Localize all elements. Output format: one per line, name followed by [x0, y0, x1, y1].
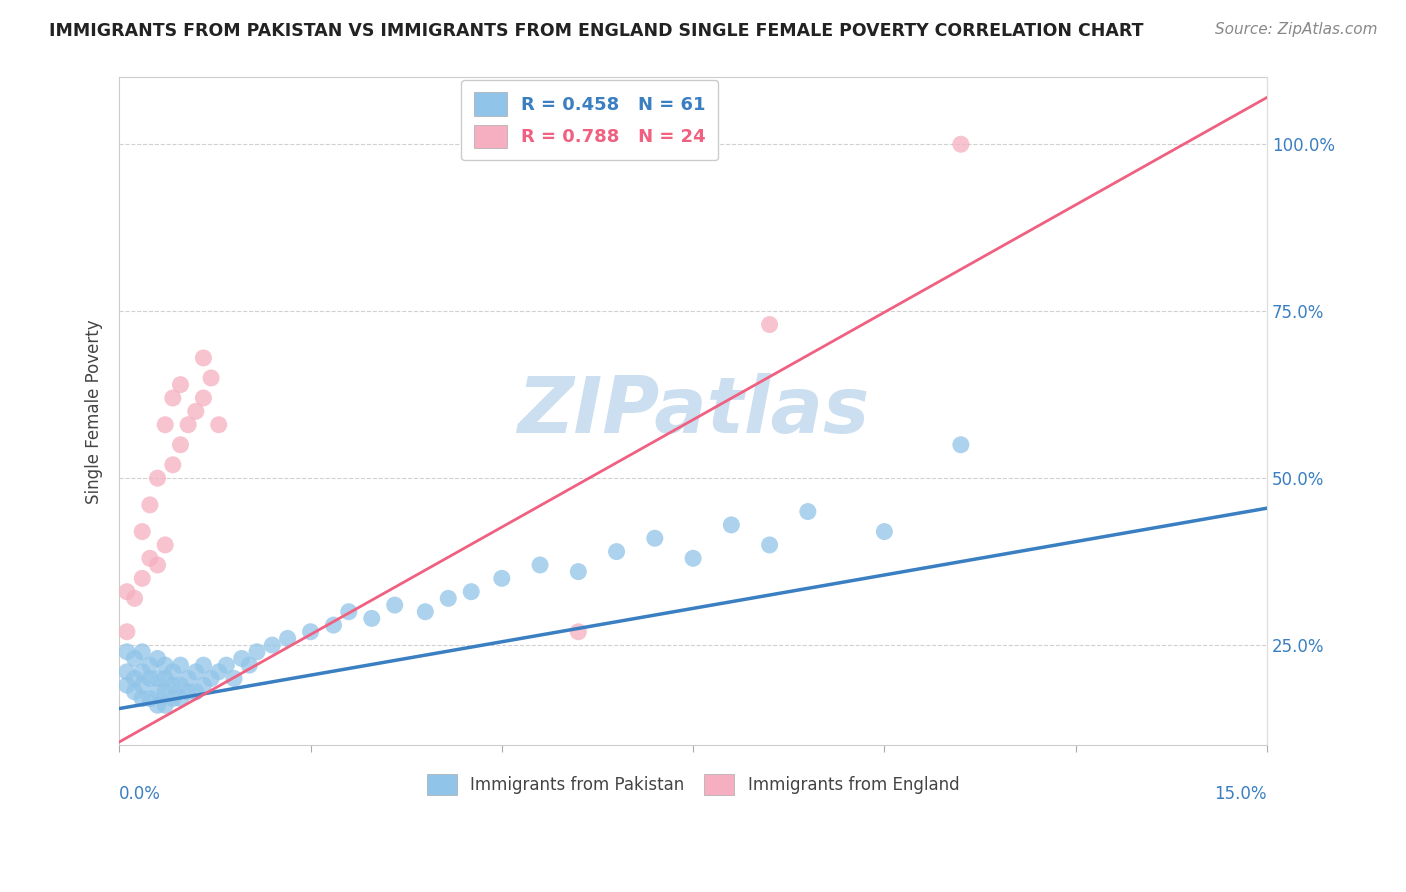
Point: [146, 685, 169, 699]
Point: [193, 678, 215, 692]
Point: [644, 531, 666, 545]
Point: [184, 665, 207, 679]
Point: [208, 665, 231, 679]
Point: [131, 645, 153, 659]
Text: 0.0%: 0.0%: [120, 785, 162, 804]
Point: [153, 698, 176, 713]
Y-axis label: Single Female Poverty: Single Female Poverty: [86, 319, 103, 504]
Point: [115, 584, 138, 599]
Point: [606, 544, 628, 558]
Point: [322, 618, 344, 632]
Point: [162, 665, 184, 679]
Point: [413, 605, 436, 619]
Point: [139, 691, 162, 706]
Point: [215, 658, 238, 673]
Point: [139, 498, 162, 512]
Point: [567, 565, 589, 579]
Point: [146, 651, 169, 665]
Text: 15.0%: 15.0%: [1215, 785, 1267, 804]
Point: [153, 538, 176, 552]
Text: Source: ZipAtlas.com: Source: ZipAtlas.com: [1215, 22, 1378, 37]
Point: [200, 672, 222, 686]
Point: [758, 538, 780, 552]
Legend: Immigrants from Pakistan, Immigrants from England: Immigrants from Pakistan, Immigrants fro…: [419, 765, 967, 804]
Text: IMMIGRANTS FROM PAKISTAN VS IMMIGRANTS FROM ENGLAND SINGLE FEMALE POVERTY CORREL: IMMIGRANTS FROM PAKISTAN VS IMMIGRANTS F…: [49, 22, 1143, 40]
Point: [222, 672, 245, 686]
Point: [115, 665, 138, 679]
Point: [177, 417, 200, 432]
Point: [177, 672, 200, 686]
Point: [162, 691, 184, 706]
Point: [797, 504, 820, 518]
Point: [949, 137, 972, 152]
Point: [277, 632, 299, 646]
Point: [153, 417, 176, 432]
Point: [384, 598, 406, 612]
Point: [169, 377, 191, 392]
Point: [360, 611, 382, 625]
Point: [146, 471, 169, 485]
Point: [299, 624, 322, 639]
Point: [193, 391, 215, 405]
Point: [124, 651, 146, 665]
Point: [460, 584, 482, 599]
Point: [124, 685, 146, 699]
Point: [169, 678, 191, 692]
Point: [529, 558, 551, 572]
Point: [139, 658, 162, 673]
Point: [682, 551, 704, 566]
Point: [758, 318, 780, 332]
Point: [246, 645, 269, 659]
Point: [131, 524, 153, 539]
Point: [491, 571, 513, 585]
Point: [169, 438, 191, 452]
Point: [139, 672, 162, 686]
Point: [177, 685, 200, 699]
Point: [115, 645, 138, 659]
Point: [124, 672, 146, 686]
Point: [193, 351, 215, 365]
Point: [337, 605, 360, 619]
Point: [238, 658, 260, 673]
Point: [115, 678, 138, 692]
Point: [131, 665, 153, 679]
Point: [153, 672, 176, 686]
Text: ZIPatlas: ZIPatlas: [517, 374, 869, 450]
Point: [131, 691, 153, 706]
Point: [153, 685, 176, 699]
Point: [231, 651, 253, 665]
Point: [115, 624, 138, 639]
Point: [567, 624, 589, 639]
Point: [162, 458, 184, 472]
Point: [184, 404, 207, 418]
Point: [146, 672, 169, 686]
Point: [873, 524, 896, 539]
Point: [208, 417, 231, 432]
Point: [139, 551, 162, 566]
Point: [200, 371, 222, 385]
Point: [146, 558, 169, 572]
Point: [169, 658, 191, 673]
Point: [131, 571, 153, 585]
Point: [193, 658, 215, 673]
Point: [131, 678, 153, 692]
Point: [153, 658, 176, 673]
Point: [949, 438, 972, 452]
Point: [124, 591, 146, 606]
Point: [262, 638, 284, 652]
Point: [169, 691, 191, 706]
Point: [162, 391, 184, 405]
Point: [437, 591, 460, 606]
Point: [162, 678, 184, 692]
Point: [720, 517, 742, 532]
Point: [184, 685, 207, 699]
Point: [146, 698, 169, 713]
